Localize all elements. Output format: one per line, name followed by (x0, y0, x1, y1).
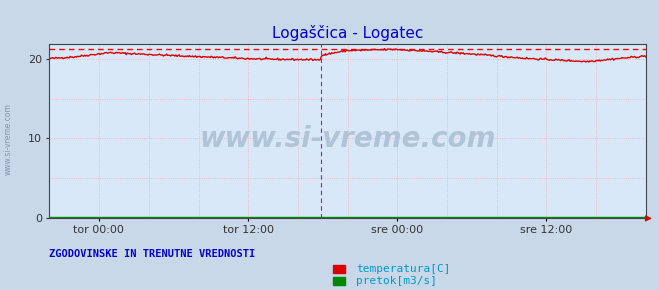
Title: Logaščica - Logatec: Logaščica - Logatec (272, 25, 423, 41)
Text: www.si-vreme.com: www.si-vreme.com (200, 125, 496, 153)
Text: temperatura[C]: temperatura[C] (356, 264, 450, 274)
Text: ZGODOVINSKE IN TRENUTNE VREDNOSTI: ZGODOVINSKE IN TRENUTNE VREDNOSTI (49, 249, 256, 259)
Text: pretok[m3/s]: pretok[m3/s] (356, 276, 437, 286)
Text: www.si-vreme.com: www.si-vreme.com (3, 103, 13, 175)
